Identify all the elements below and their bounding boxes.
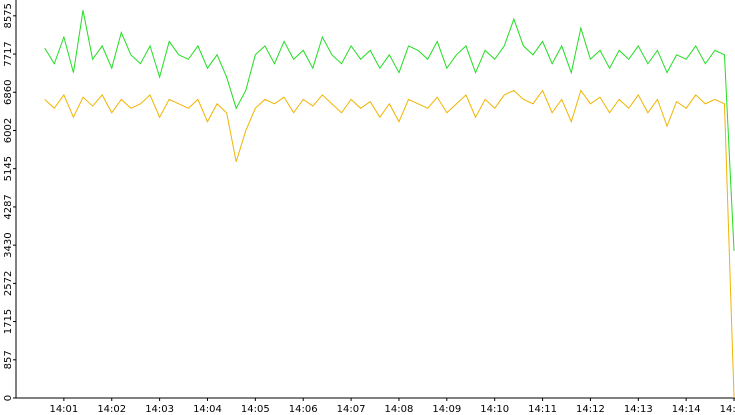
y-tick-label: 6860	[3, 80, 14, 105]
x-tick-label: 14:08	[385, 404, 414, 415]
y-tick-label: 1715	[3, 309, 14, 334]
x-tick-label: 14:04	[193, 404, 222, 415]
x-tick-label: 14:13	[624, 404, 653, 415]
x-tick-label: 14:10	[480, 404, 509, 415]
x-tick-label: 14:12	[576, 404, 605, 415]
y-tick-label: 4287	[3, 194, 14, 219]
y-tick-label: 2572	[3, 271, 14, 296]
x-tick-label: 14:02	[97, 404, 126, 415]
y-tick-label: 7717	[3, 41, 14, 66]
x-tick-label: 14:06	[289, 404, 318, 415]
series-line	[44, 89, 735, 399]
x-tick-label: 14:07	[337, 404, 366, 415]
y-tick-label: 8575	[3, 3, 14, 28]
x-tick-label: 14:01	[49, 404, 78, 415]
y-tick-label: 6002	[3, 118, 14, 143]
y-tick-label: 5145	[3, 156, 14, 181]
x-tick-label: 14:11	[528, 404, 557, 415]
y-tick-label: 3430	[3, 232, 14, 257]
x-tick-label: 14:15	[720, 404, 735, 415]
x-tick-label: 14:03	[145, 404, 174, 415]
x-tick-label: 14:09	[432, 404, 461, 415]
y-tick-label: 857	[3, 350, 14, 369]
x-tick-label: 14:05	[241, 404, 270, 415]
x-tick-label: 14:14	[672, 404, 701, 415]
series-line	[44, 10, 735, 251]
y-tick-label: 0	[3, 395, 14, 401]
